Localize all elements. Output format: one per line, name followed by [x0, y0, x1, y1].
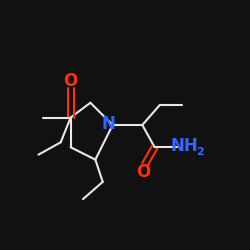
Text: O: O: [136, 163, 151, 181]
Text: 2: 2: [196, 147, 204, 157]
Text: NH: NH: [170, 137, 198, 155]
Text: N: N: [102, 115, 116, 133]
Text: O: O: [64, 72, 78, 90]
